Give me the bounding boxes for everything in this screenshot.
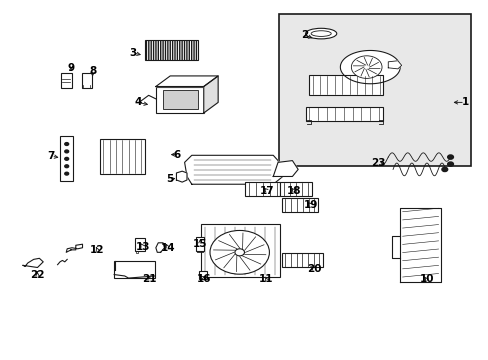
Text: 1: 1 <box>460 98 468 107</box>
Text: 15: 15 <box>193 239 207 248</box>
Text: 2: 2 <box>300 30 307 40</box>
Polygon shape <box>176 171 186 182</box>
Text: 22: 22 <box>30 270 44 280</box>
Circle shape <box>441 167 447 171</box>
Circle shape <box>209 230 269 274</box>
Text: 13: 13 <box>135 242 150 252</box>
Bar <box>100 139 145 174</box>
Text: 19: 19 <box>303 201 317 210</box>
Text: 16: 16 <box>196 274 211 284</box>
Bar <box>81 73 92 87</box>
Bar <box>163 90 197 109</box>
Bar <box>280 183 311 196</box>
Circle shape <box>447 162 452 166</box>
Polygon shape <box>273 161 298 176</box>
Polygon shape <box>184 155 282 184</box>
Bar <box>144 40 197 60</box>
Text: 9: 9 <box>67 63 75 73</box>
Ellipse shape <box>305 28 336 39</box>
Circle shape <box>64 172 68 175</box>
Polygon shape <box>156 76 218 86</box>
Bar <box>195 237 204 251</box>
Text: 11: 11 <box>259 274 273 284</box>
Bar <box>114 261 155 278</box>
Bar <box>305 107 382 121</box>
Text: 6: 6 <box>173 150 181 159</box>
Bar <box>135 238 144 251</box>
Circle shape <box>64 165 68 168</box>
Text: 8: 8 <box>89 66 96 76</box>
Bar <box>308 75 383 95</box>
Bar <box>281 253 322 267</box>
Bar <box>199 271 207 279</box>
Text: 21: 21 <box>142 274 157 284</box>
Bar <box>201 224 280 277</box>
Polygon shape <box>203 76 218 113</box>
Ellipse shape <box>310 31 330 36</box>
Text: 17: 17 <box>260 186 274 196</box>
Text: 3: 3 <box>129 48 137 58</box>
Polygon shape <box>156 243 164 252</box>
Circle shape <box>64 143 68 145</box>
Bar <box>61 73 72 87</box>
Circle shape <box>447 155 452 159</box>
Circle shape <box>351 56 381 78</box>
Text: 12: 12 <box>90 245 104 255</box>
Circle shape <box>64 150 68 153</box>
Text: 18: 18 <box>286 186 301 196</box>
Polygon shape <box>399 208 440 282</box>
Circle shape <box>234 249 244 256</box>
Bar <box>279 14 470 166</box>
Polygon shape <box>387 61 401 69</box>
Polygon shape <box>66 244 82 252</box>
Bar <box>281 198 317 212</box>
Text: 4: 4 <box>134 98 142 107</box>
Text: 20: 20 <box>306 264 321 274</box>
Circle shape <box>64 157 68 160</box>
Text: 5: 5 <box>166 174 174 184</box>
Bar <box>245 183 280 196</box>
Bar <box>60 136 73 181</box>
Text: 10: 10 <box>419 274 433 284</box>
Text: 7: 7 <box>48 151 55 161</box>
Text: 14: 14 <box>160 243 175 253</box>
Text: 23: 23 <box>371 158 385 168</box>
Polygon shape <box>23 258 43 267</box>
Polygon shape <box>340 50 399 84</box>
Bar <box>156 86 203 113</box>
